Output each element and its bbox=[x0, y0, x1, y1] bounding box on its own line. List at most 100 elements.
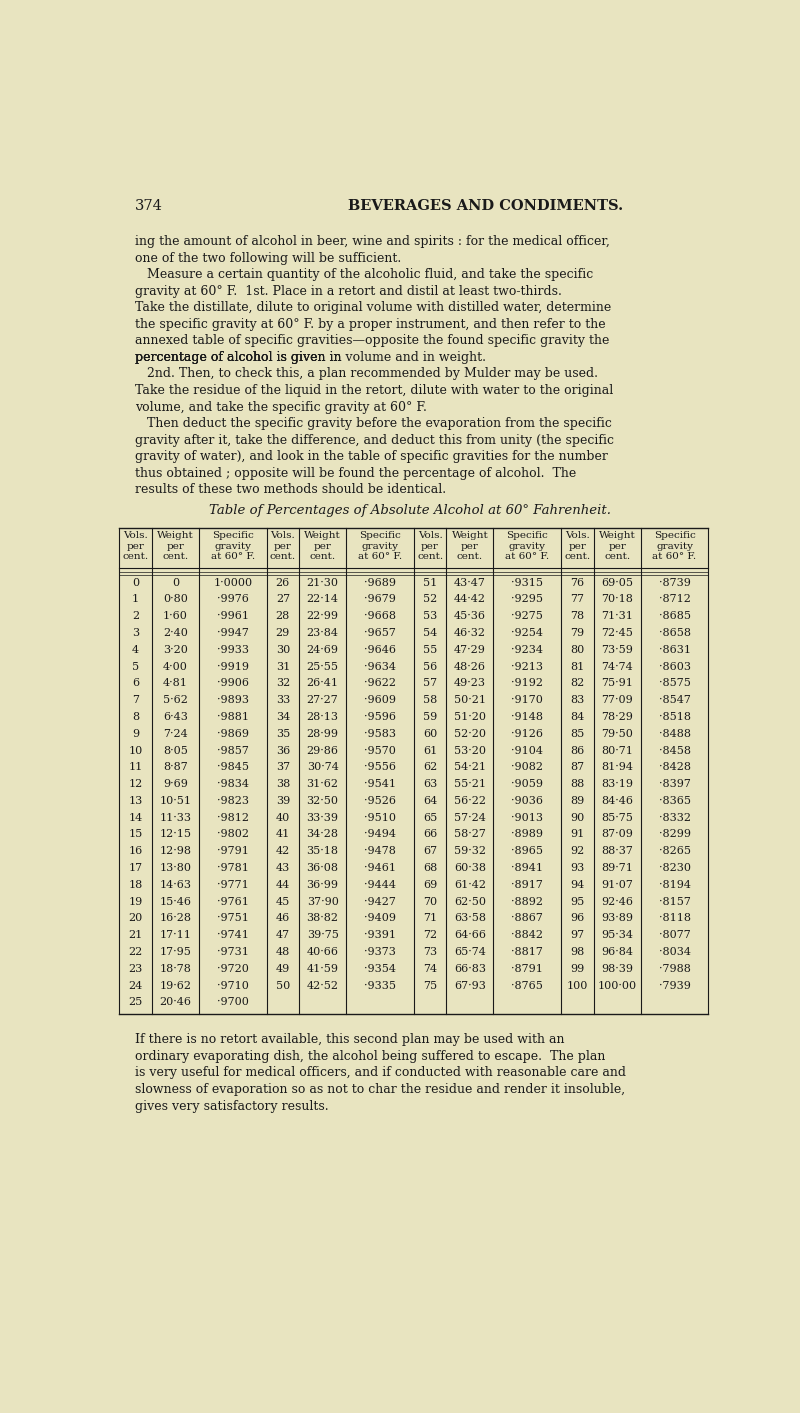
Text: 54·21: 54·21 bbox=[454, 762, 486, 773]
Text: 87: 87 bbox=[570, 762, 584, 773]
Text: 93·89: 93·89 bbox=[601, 913, 633, 923]
Text: Weight
per
cent.: Weight per cent. bbox=[451, 531, 488, 561]
Text: ·8488: ·8488 bbox=[658, 729, 690, 739]
Text: 92·46: 92·46 bbox=[601, 897, 633, 907]
Text: ·9570: ·9570 bbox=[364, 746, 396, 756]
Text: 65·74: 65·74 bbox=[454, 947, 486, 957]
Text: 49·23: 49·23 bbox=[454, 678, 486, 688]
Text: 91·07: 91·07 bbox=[601, 880, 633, 890]
Text: 92: 92 bbox=[570, 846, 585, 856]
Text: ·9893: ·9893 bbox=[217, 695, 249, 705]
Text: 98: 98 bbox=[570, 947, 585, 957]
Text: 74: 74 bbox=[423, 964, 437, 974]
Text: ·9013: ·9013 bbox=[511, 812, 543, 822]
Text: 84·46: 84·46 bbox=[601, 796, 633, 805]
Text: 45: 45 bbox=[276, 897, 290, 907]
Text: ·8631: ·8631 bbox=[658, 644, 690, 654]
Text: 89: 89 bbox=[570, 796, 585, 805]
Text: one of the two following will be sufficient.: one of the two following will be suffici… bbox=[135, 252, 401, 264]
Text: 17·11: 17·11 bbox=[159, 930, 191, 940]
Text: 8·87: 8·87 bbox=[163, 762, 188, 773]
Text: Vols.
per
cent.: Vols. per cent. bbox=[564, 531, 590, 561]
Text: ·9082: ·9082 bbox=[511, 762, 543, 773]
Text: Weight
per
cent.: Weight per cent. bbox=[304, 531, 341, 561]
Text: Weight
per
cent.: Weight per cent. bbox=[157, 531, 194, 561]
Text: 24: 24 bbox=[129, 981, 142, 991]
Text: ·9622: ·9622 bbox=[364, 678, 396, 688]
Text: 44: 44 bbox=[276, 880, 290, 890]
Text: 32: 32 bbox=[276, 678, 290, 688]
Text: ·9812: ·9812 bbox=[217, 812, 249, 822]
Text: 42·52: 42·52 bbox=[306, 981, 338, 991]
Text: gravity of water), and look in the table of specific gravities for the number: gravity of water), and look in the table… bbox=[135, 451, 608, 463]
Text: 8: 8 bbox=[132, 712, 139, 722]
Text: 0·80: 0·80 bbox=[163, 595, 188, 605]
Text: 62: 62 bbox=[423, 762, 437, 773]
Text: ·8603: ·8603 bbox=[658, 661, 690, 671]
Text: ·9869: ·9869 bbox=[217, 729, 249, 739]
Text: 100: 100 bbox=[566, 981, 588, 991]
Text: 21·30: 21·30 bbox=[306, 578, 338, 588]
Text: 70: 70 bbox=[423, 897, 437, 907]
Text: percentage of alcohol is given in: percentage of alcohol is given in bbox=[135, 350, 346, 365]
Text: 60: 60 bbox=[423, 729, 437, 739]
Text: 28: 28 bbox=[276, 612, 290, 622]
Text: ·9881: ·9881 bbox=[217, 712, 249, 722]
Text: 55: 55 bbox=[423, 644, 437, 654]
Text: ·9444: ·9444 bbox=[364, 880, 396, 890]
Text: 66·83: 66·83 bbox=[454, 964, 486, 974]
Text: 95: 95 bbox=[570, 897, 585, 907]
Text: 36·99: 36·99 bbox=[306, 880, 338, 890]
Text: 33·39: 33·39 bbox=[306, 812, 338, 822]
Text: thus obtained ; opposite will be found the percentage of alcohol.  The: thus obtained ; opposite will be found t… bbox=[135, 466, 576, 480]
Text: is very useful for medical officers, and if conducted with reasonable care and: is very useful for medical officers, and… bbox=[135, 1067, 626, 1080]
Text: percentage of alcohol is given in: percentage of alcohol is given in bbox=[135, 350, 346, 365]
Text: 29·86: 29·86 bbox=[306, 746, 338, 756]
Text: 76: 76 bbox=[570, 578, 584, 588]
Text: 19: 19 bbox=[129, 897, 142, 907]
Text: 7: 7 bbox=[132, 695, 139, 705]
Text: 80·71: 80·71 bbox=[601, 746, 633, 756]
Text: 3·20: 3·20 bbox=[163, 644, 188, 654]
Text: 20: 20 bbox=[129, 913, 142, 923]
Text: 57: 57 bbox=[423, 678, 437, 688]
Text: ·8194: ·8194 bbox=[658, 880, 690, 890]
Text: 0: 0 bbox=[132, 578, 139, 588]
Text: 40: 40 bbox=[276, 812, 290, 822]
Text: 374: 374 bbox=[135, 199, 162, 213]
Text: Vols.
per
cent.: Vols. per cent. bbox=[417, 531, 443, 561]
Text: ·9427: ·9427 bbox=[364, 897, 396, 907]
Text: 48·26: 48·26 bbox=[454, 661, 486, 671]
Text: 11·33: 11·33 bbox=[159, 812, 191, 822]
Text: ·9510: ·9510 bbox=[364, 812, 396, 822]
Text: ·8458: ·8458 bbox=[658, 746, 690, 756]
Text: ·9192: ·9192 bbox=[511, 678, 543, 688]
Text: 78·29: 78·29 bbox=[601, 712, 633, 722]
Text: ·8941: ·8941 bbox=[511, 863, 543, 873]
Text: 65: 65 bbox=[423, 812, 437, 822]
Text: 91: 91 bbox=[570, 829, 585, 839]
Text: 2: 2 bbox=[132, 612, 139, 622]
Text: 11: 11 bbox=[129, 762, 142, 773]
Text: 29: 29 bbox=[276, 627, 290, 639]
Text: ·9596: ·9596 bbox=[364, 712, 396, 722]
Text: 52·20: 52·20 bbox=[454, 729, 486, 739]
Text: Weight
per
cent.: Weight per cent. bbox=[598, 531, 635, 561]
Text: 23·84: 23·84 bbox=[306, 627, 338, 639]
Text: ·8547: ·8547 bbox=[658, 695, 690, 705]
Text: 19·62: 19·62 bbox=[159, 981, 191, 991]
Text: 16: 16 bbox=[129, 846, 142, 856]
Text: 81·94: 81·94 bbox=[601, 762, 633, 773]
Text: ing the amount of alcohol in beer, wine and spirits : for the medical officer,: ing the amount of alcohol in beer, wine … bbox=[135, 235, 610, 249]
Text: 41·59: 41·59 bbox=[306, 964, 338, 974]
Text: ·9059: ·9059 bbox=[511, 779, 543, 788]
Text: 30·74: 30·74 bbox=[306, 762, 338, 773]
Text: 42: 42 bbox=[276, 846, 290, 856]
Text: 95·34: 95·34 bbox=[601, 930, 633, 940]
Text: 17: 17 bbox=[129, 863, 142, 873]
Text: 51: 51 bbox=[423, 578, 437, 588]
Text: ·9234: ·9234 bbox=[511, 644, 543, 654]
Text: 53·20: 53·20 bbox=[454, 746, 486, 756]
Text: 71·31: 71·31 bbox=[601, 612, 633, 622]
Text: the specific gravity at 60° F. by a proper instrument, and then refer to the: the specific gravity at 60° F. by a prop… bbox=[135, 318, 606, 331]
